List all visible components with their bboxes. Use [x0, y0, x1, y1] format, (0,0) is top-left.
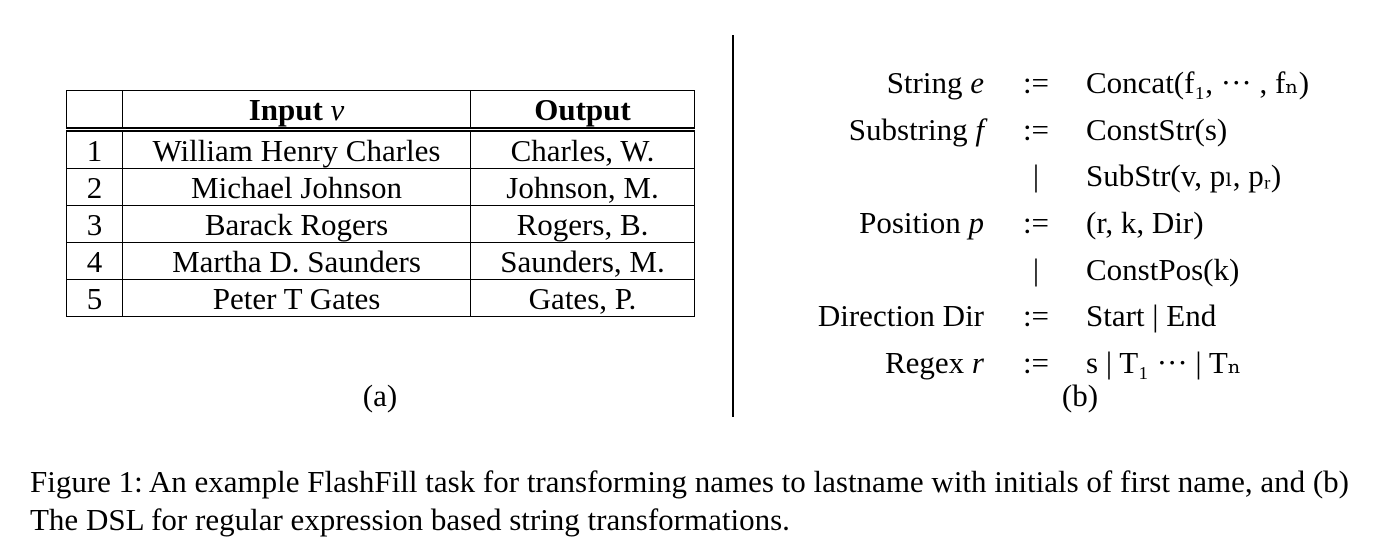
grammar-lhs: Regex r	[760, 345, 984, 381]
header-output: Output	[470, 90, 695, 130]
example-table-panel: Input v Output 1 William Henry Charles C…	[66, 90, 695, 317]
grammar-operator: |	[1032, 158, 1040, 193]
grammar-lhs: String e	[760, 65, 984, 101]
row-output: Charles, W.	[470, 127, 695, 169]
header-index	[66, 90, 123, 130]
grammar-operator: :=	[1022, 298, 1050, 333]
grammar-lhs-name: Position	[859, 205, 961, 240]
header-input-var: v	[330, 91, 345, 127]
grammar-rhs: Start | End	[1086, 298, 1217, 333]
row-input: Peter T Gates	[122, 279, 471, 317]
grammar-lhs: Substring f	[760, 112, 984, 148]
table-row: 5 Peter T Gates Gates, P.	[66, 279, 695, 317]
row-input: Michael Johnson	[122, 168, 471, 206]
row-output: Johnson, M.	[470, 168, 695, 206]
grammar-operator: :=	[1022, 65, 1050, 100]
subfigure-caption-b: (b)	[1061, 378, 1099, 413]
table-row: 2 Michael Johnson Johnson, M.	[66, 168, 695, 206]
header-input-label: Input	[248, 91, 323, 127]
row-output: Saunders, M.	[470, 242, 695, 280]
grammar-operator: :=	[1022, 205, 1050, 240]
grammar-rhs: Concat(f₁, ··· , fₙ)	[1086, 65, 1310, 100]
table-row: 1 William Henry Charles Charles, W.	[66, 127, 695, 169]
row-index: 3	[66, 205, 123, 243]
grammar-rhs: (r, k, Dir)	[1086, 205, 1204, 240]
example-table: Input v Output 1 William Henry Charles C…	[66, 90, 695, 317]
grammar-lhs-name: String	[886, 65, 963, 100]
row-input: Barack Rogers	[122, 205, 471, 243]
grammar-rhs: s | T₁ ··· | Tₙ	[1086, 345, 1242, 380]
grammar-lhs: Position p	[760, 205, 984, 241]
row-input: Martha D. Saunders	[122, 242, 471, 280]
panel-divider	[732, 35, 734, 417]
grammar-lhs-name: Substring	[848, 112, 968, 147]
row-index: 1	[66, 127, 123, 169]
row-index: 4	[66, 242, 123, 280]
subfigure-caption-a: (a)	[362, 378, 398, 413]
grammar-lhs-var: p	[968, 205, 985, 240]
grammar-rhs: ConstStr(s)	[1086, 112, 1228, 147]
grammar-operator: :=	[1022, 112, 1050, 147]
grammar-operator: :=	[1022, 345, 1050, 380]
grammar-rhs: SubStr(v, pₗ, pᵣ)	[1086, 158, 1282, 193]
row-output: Gates, P.	[470, 279, 695, 317]
header-input: Input v	[122, 90, 471, 130]
row-index: 5	[66, 279, 123, 317]
grammar-lhs-name: Regex	[884, 345, 965, 380]
grammar-lhs-var: e	[970, 65, 984, 100]
figure-caption: Figure 1: An example FlashFill task for …	[30, 464, 1349, 537]
table-row: 4 Martha D. Saunders Saunders, M.	[66, 242, 695, 280]
grammar-lhs-var: r	[971, 345, 984, 380]
row-output: Rogers, B.	[470, 205, 695, 243]
row-input: William Henry Charles	[122, 127, 471, 169]
row-index: 2	[66, 168, 123, 206]
grammar-rhs: ConstPos(k)	[1086, 252, 1240, 287]
table-header-row: Input v Output	[66, 90, 695, 130]
grammar-lhs: Direction Dir	[760, 298, 984, 334]
table-row: 3 Barack Rogers Rogers, B.	[66, 205, 695, 243]
grammar-operator: |	[1032, 252, 1040, 287]
grammar-lhs-name: Direction Dir	[817, 298, 984, 333]
grammar-lhs-var: f	[975, 112, 984, 147]
